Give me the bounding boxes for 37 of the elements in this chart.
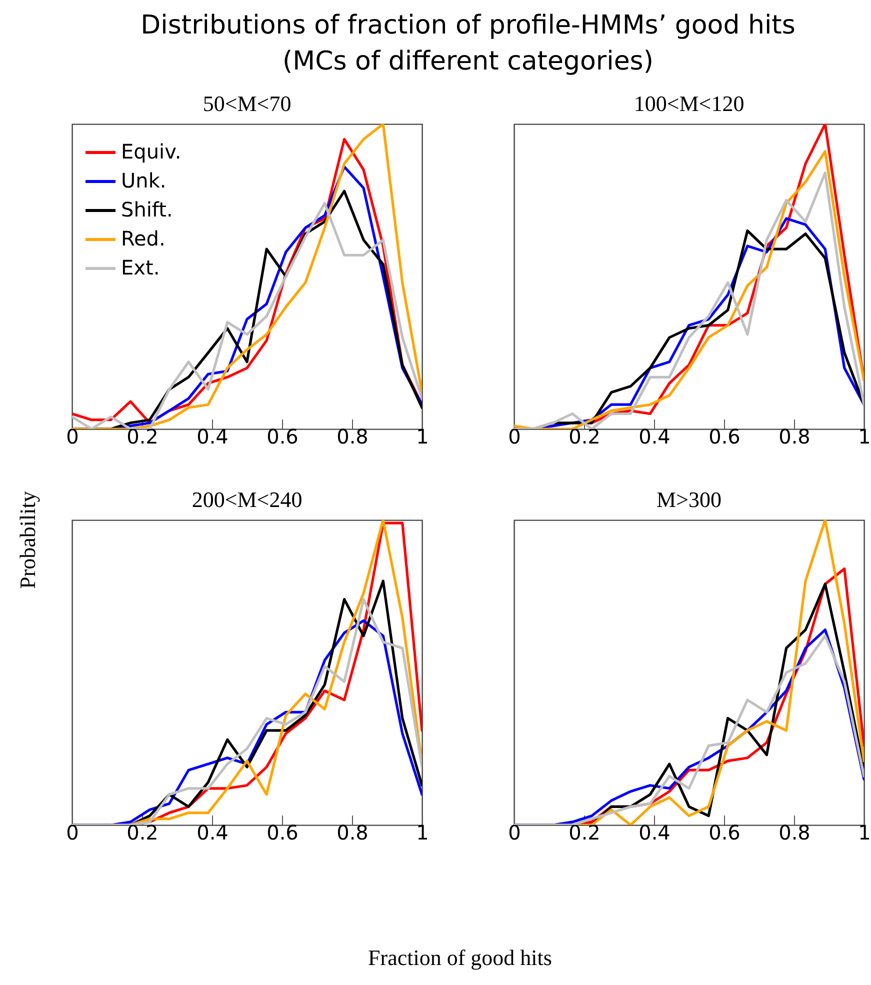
x-tick-label: 0: [66, 424, 79, 448]
x-tick-label: 0.8: [778, 820, 810, 844]
x-tick-label: 0.6: [266, 424, 298, 448]
x-tick-label: 0.2: [126, 820, 158, 844]
x-tick-label: 0.4: [196, 820, 228, 844]
text: Distributions of fraction of profile-HMMs’ good hits: [140, 10, 796, 40]
x-tick-label: 0.4: [638, 424, 670, 448]
x-tick-label: 0.6: [708, 820, 740, 844]
y-axis-title: Probability: [15, 491, 41, 589]
x-tick-label: 1: [416, 820, 429, 844]
x-tick-label: 0.4: [196, 424, 228, 448]
legend-label: Red.: [121, 226, 166, 250]
x-tick-label: 0: [508, 820, 521, 844]
x-tick-label: 0.2: [568, 820, 600, 844]
legend-label: Equiv.: [121, 140, 182, 164]
legend-label: Ext.: [121, 256, 160, 280]
legend-label: Unk.: [121, 168, 166, 192]
x-tick-label: 0: [66, 820, 79, 844]
x-tick-label: 0.6: [708, 424, 740, 448]
x-tick-label: 1: [416, 424, 429, 448]
x-tick-label: 1: [858, 424, 871, 448]
x-tick-label: 0: [508, 424, 521, 448]
text: (MCs of different categories): [282, 46, 654, 76]
chart-title: 100<M<120: [634, 91, 744, 116]
x-tick-label: 0.2: [568, 424, 600, 448]
x-tick-label: 0.8: [778, 424, 810, 448]
x-tick-label: 0.2: [126, 424, 158, 448]
x-axis-title: Fraction of good hits: [368, 945, 552, 971]
x-tick-label: 0.6: [266, 820, 298, 844]
chart-title: 200<M<240: [192, 487, 302, 512]
legend-label: Shift.: [121, 198, 173, 222]
x-tick-label: 0.8: [336, 820, 368, 844]
x-tick-label: 1: [858, 820, 871, 844]
chart-title: 50<M<70: [202, 91, 292, 116]
chart-title: M>300: [656, 487, 722, 512]
x-tick-label: 0.8: [336, 424, 368, 448]
x-tick-label: 0.4: [638, 820, 670, 844]
